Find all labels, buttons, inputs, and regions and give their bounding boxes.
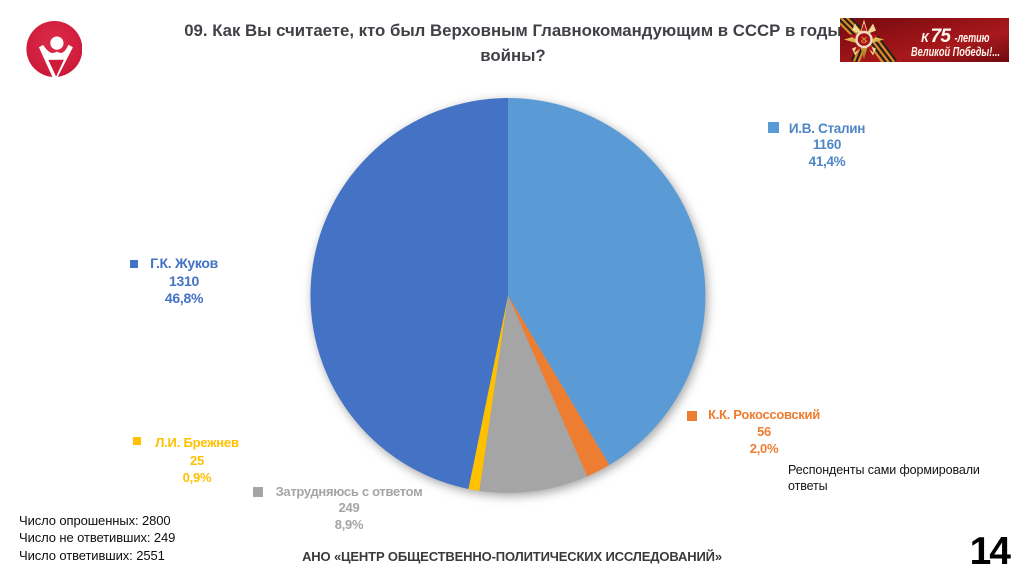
svg-text:75: 75	[931, 26, 952, 47]
svg-text:К: К	[921, 31, 930, 45]
svg-text:-летию: -летию	[955, 31, 990, 45]
svg-text:Великой Победы!...: Великой Победы!...	[911, 44, 1000, 59]
